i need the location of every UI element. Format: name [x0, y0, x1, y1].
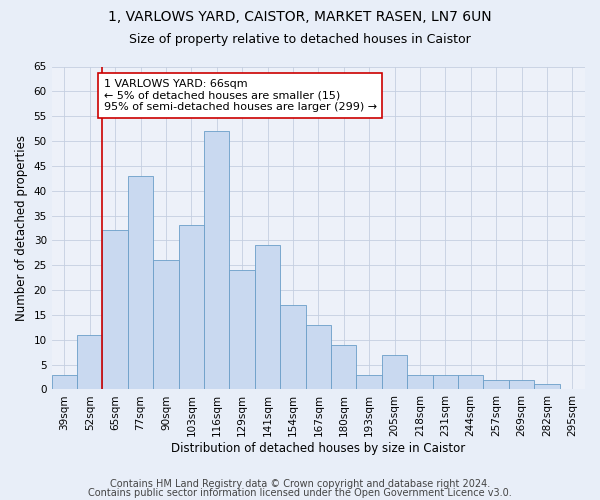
- Bar: [204, 131, 229, 390]
- Bar: [229, 270, 255, 390]
- Bar: [484, 380, 509, 390]
- Bar: [458, 374, 484, 390]
- Text: 1 VARLOWS YARD: 66sqm
← 5% of detached houses are smaller (15)
95% of semi-detac: 1 VARLOWS YARD: 66sqm ← 5% of detached h…: [104, 79, 377, 112]
- Bar: [153, 260, 179, 390]
- Bar: [179, 226, 204, 390]
- Text: 1, VARLOWS YARD, CAISTOR, MARKET RASEN, LN7 6UN: 1, VARLOWS YARD, CAISTOR, MARKET RASEN, …: [108, 10, 492, 24]
- Bar: [52, 374, 77, 390]
- Bar: [280, 305, 305, 390]
- Text: Contains public sector information licensed under the Open Government Licence v3: Contains public sector information licen…: [88, 488, 512, 498]
- Text: Contains HM Land Registry data © Crown copyright and database right 2024.: Contains HM Land Registry data © Crown c…: [110, 479, 490, 489]
- Bar: [331, 344, 356, 390]
- Bar: [305, 325, 331, 390]
- Text: Size of property relative to detached houses in Caistor: Size of property relative to detached ho…: [129, 32, 471, 46]
- Bar: [255, 246, 280, 390]
- Bar: [433, 374, 458, 390]
- Bar: [382, 354, 407, 390]
- Bar: [103, 230, 128, 390]
- X-axis label: Distribution of detached houses by size in Caistor: Distribution of detached houses by size …: [171, 442, 466, 455]
- Bar: [77, 335, 103, 390]
- Bar: [128, 176, 153, 390]
- Bar: [407, 374, 433, 390]
- Y-axis label: Number of detached properties: Number of detached properties: [15, 135, 28, 321]
- Bar: [356, 374, 382, 390]
- Bar: [534, 384, 560, 390]
- Bar: [509, 380, 534, 390]
